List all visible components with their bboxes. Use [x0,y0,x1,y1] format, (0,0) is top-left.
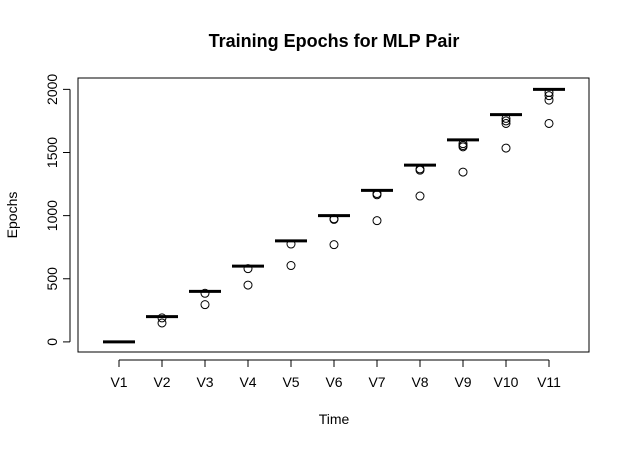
x-axis-label: Time [319,411,350,427]
outlier-point [243,280,253,290]
y-tick-label: 1500 [44,137,60,168]
outlier-point [372,190,382,200]
outlier-point [157,318,167,328]
x-tick-label: V3 [196,374,213,390]
y-tick-label: 2000 [44,74,60,105]
outlier-point [544,91,554,101]
box-group [404,163,436,201]
chart-title: Training Epochs for MLP Pair [209,31,460,51]
x-tick-label: V8 [411,374,428,390]
outlier-point [544,95,554,105]
box-group [533,87,565,128]
outlier-point [200,288,210,298]
box-group [275,239,307,271]
boxplot-series [103,87,565,344]
outlier-point [501,113,511,123]
outlier-point [501,118,511,128]
outlier-point [372,216,382,226]
outlier-point [243,264,253,274]
plot-frame [77,77,590,353]
box-group [146,313,178,328]
x-tick-label: V4 [239,374,256,390]
outlier-point [458,142,468,152]
box-group [232,264,264,290]
x-tick-label: V2 [153,374,170,390]
y-axis-label: Epochs [4,192,20,239]
x-axis: V1 V2 V3 V4 V5 V6 V7 V8 V9 V10 V11 [110,359,561,390]
box-group [490,113,522,153]
y-tick-label: 500 [44,267,60,291]
outlier-point [157,313,167,323]
box-group [361,188,393,226]
box-group [318,214,350,250]
outlier-point [501,116,511,126]
outlier-point [329,240,339,250]
y-axis: 0 500 1000 1500 2000 [44,74,71,346]
box-group [447,138,479,177]
x-tick-label: V7 [368,374,385,390]
y-tick-label: 0 [44,338,60,346]
x-tick-label: V5 [282,374,299,390]
x-tick-label: V1 [110,374,127,390]
outlier-point [200,300,210,310]
box-group [189,288,221,310]
outlier-point [544,118,554,128]
outlier-point [286,239,296,249]
outlier-point [415,191,425,201]
outlier-point [415,165,425,175]
x-tick-label: V10 [494,374,519,390]
outlier-point [329,214,339,224]
x-tick-label: V11 [537,374,561,390]
x-tick-label: V9 [454,374,471,390]
y-tick-label: 1000 [44,200,60,231]
outlier-point [286,261,296,271]
outlier-point [458,167,468,177]
outlier-point [501,143,511,153]
x-tick-label: V6 [325,374,342,390]
